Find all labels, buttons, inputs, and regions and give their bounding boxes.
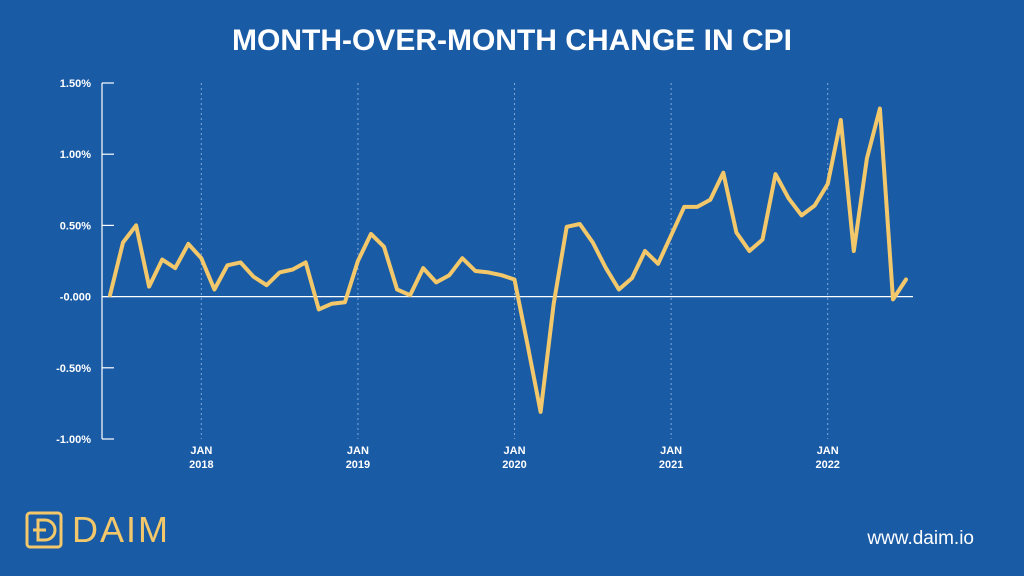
data-point [134,223,138,227]
data-point [252,275,256,279]
x-tick-month-label: JAN [660,445,682,457]
data-point [330,302,334,306]
data-point [395,287,399,291]
data-point [238,260,242,264]
y-tick-label: 0.50% [60,220,91,232]
data-point [499,273,503,277]
data-point [787,196,791,200]
x-tick-year-label: 2022 [815,459,839,471]
daim-logo-icon [25,511,63,549]
brand-name: DAIM [72,509,170,550]
data-point [669,233,673,237]
data-point [578,222,582,226]
data-point [643,249,647,253]
data-point [904,278,908,282]
axis-layer [101,82,913,440]
x-tick-year-label: 2018 [189,459,213,471]
data-point [291,268,295,272]
data-point [695,205,699,209]
y-tick-label: 1.50% [60,78,91,90]
chart-title: MONTH-OVER-MONTH CHANGE IN CPI [232,24,792,57]
data-point [278,270,282,274]
data-point [460,256,464,260]
data-point [630,276,634,280]
data-point [343,300,347,304]
x-tick-month-label: JAN [190,445,212,457]
data-point [173,266,177,270]
data-point [747,249,751,253]
data-point [382,245,386,249]
data-point [160,258,164,262]
data-point [121,240,125,244]
data-point [656,262,660,266]
data-point [265,283,269,287]
line-layer [108,106,908,414]
data-point [891,297,895,301]
data-point [225,263,229,267]
y-tick-label: 1.00% [60,149,91,161]
y-tick-label: -1.00% [56,434,91,446]
x-tick-month-label: JAN [504,445,526,457]
data-point [865,156,869,160]
data-point [199,256,203,260]
y-tick-label: -0.50% [56,363,91,375]
y-tick-label: -0.000 [60,292,91,304]
data-point [617,287,621,291]
data-point [565,225,569,229]
data-point [526,343,530,347]
data-point [434,280,438,284]
data-point [552,302,556,306]
data-point [408,293,412,297]
data-point [774,172,778,176]
data-point [356,259,360,263]
data-point [721,171,725,175]
data-point [486,270,490,274]
data-point [539,410,543,414]
data-point [369,232,373,236]
data-point [708,198,712,202]
data-point [317,307,321,311]
data-point [513,278,517,282]
website-url[interactable]: www.daim.io [867,528,974,549]
data-point [734,231,738,235]
data-point [760,238,764,242]
data-point [186,242,190,246]
x-tick-month-label: JAN [817,445,839,457]
data-point [604,266,608,270]
cpi-series-line [108,106,908,414]
x-tick-year-label: 2020 [502,459,526,471]
data-point [212,287,216,291]
data-point [147,285,151,289]
data-point [447,273,451,277]
data-point [826,182,830,186]
data-point [682,205,686,209]
data-point [304,260,308,264]
x-tick-year-label: 2021 [659,459,683,471]
data-point [813,203,817,207]
daim-logo: DAIM [24,510,170,550]
x-tick-year-label: 2019 [346,459,370,471]
x-tick-month-label: JAN [347,445,369,457]
data-point [839,118,843,122]
data-point [800,213,804,217]
data-point [852,249,856,253]
data-point [473,269,477,273]
data-point [108,293,112,297]
data-point [421,266,425,270]
data-point [591,240,595,244]
tick-layer: 1.50% 1.00% 0.50% -0.000 -0.50% -1.00% JAN 2018… [56,78,840,471]
data-point [878,107,882,111]
